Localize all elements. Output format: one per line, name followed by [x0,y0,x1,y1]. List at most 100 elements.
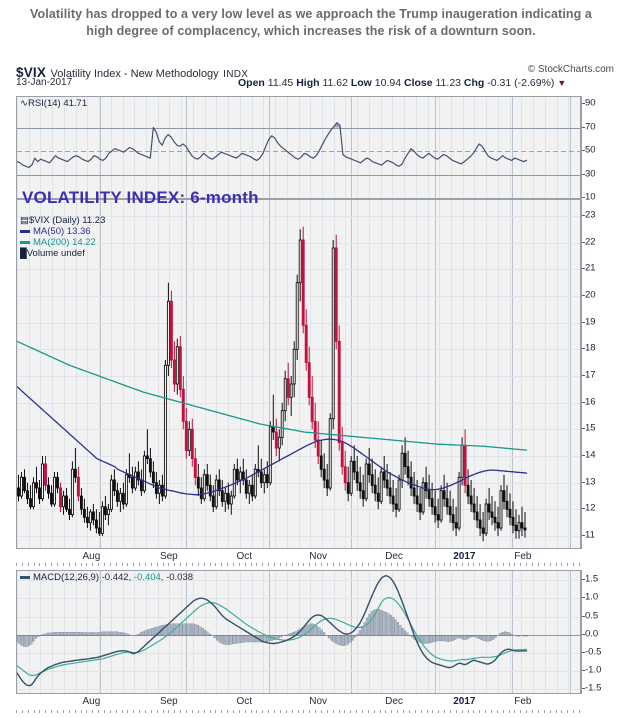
axis-tick-dot [556,710,557,713]
axis-tick-dot [491,710,492,713]
symbol-name: Volatility Index - New Methodology [50,68,219,80]
axis-tick-dot [104,563,105,566]
axis-tick-dot [303,563,304,566]
axis-tick-dot [133,563,134,566]
axis-tick-dot [151,710,152,713]
axis-tick-dot [315,563,316,566]
axis-tick-dot [22,710,23,713]
axis-tick-dot [39,710,40,713]
rsi-wave-icon: ∿ [20,98,28,109]
axis-tick-mark [581,688,585,690]
axis-tick-dot [520,563,521,566]
axis-tick-dot [256,563,257,566]
axis-tick-dot [362,710,363,713]
low-value: 10.94 [374,77,402,89]
macd-y-axis: 1.5 1.0 0.5 0.0 -0.5 -1.0 -1.5 [581,570,615,694]
axis-tick-dot [468,563,469,566]
axis-tick-dot [151,563,152,566]
month-label: Feb [514,696,532,707]
macd-value-1: -0.442 [101,572,129,583]
axis-tick-dot [397,710,398,713]
axis-line [581,199,582,549]
axis-tick-dot [122,710,123,713]
axis-tick-mark [581,268,585,270]
axis-tick-dot [286,710,287,713]
axis-tick-dot [450,710,451,713]
ma50-swatch-icon [20,229,30,233]
axis-tick-dot [544,563,545,566]
axis-tick-dot [28,563,29,566]
axis-tick-label: 13 [585,476,596,488]
axis-tick-dot [391,563,392,566]
axis-tick-dot [298,710,299,713]
axis-tick-dot [421,563,422,566]
axis-tick-dot [251,710,252,713]
axis-tick-dot [368,563,369,566]
open-label: Open [238,77,265,89]
price-legend: ▤$VIX (Daily) 11.23 MA(50) 13.36 MA(200)… [20,215,105,259]
axis-tick-dot [550,710,551,713]
axis-tick-dot [81,563,82,566]
axis-tick-dot [385,563,386,566]
axis-tick-dot [104,710,105,713]
axis-tick-dot [456,710,457,713]
axis-tick-dot [286,563,287,566]
axis-tick-dot [462,710,463,713]
axis-tick-mark [581,295,585,296]
axis-tick-dot [321,563,322,566]
macd-sep-2: , [160,572,164,583]
axis-tick-dot [122,563,123,566]
price-plot-area [17,200,580,548]
axis-tick-dot [438,563,439,566]
axis-tick-dot [221,710,222,713]
chg-value: -0.31 (-2.69%) [487,77,555,89]
axis-tick-dot [198,563,199,566]
axis-tick-dot [532,710,533,713]
rsi-plot-area [17,97,580,198]
axis-tick-label: 1.0 [585,591,599,603]
axis-tick-dot [139,563,140,566]
axis-tick-dot [427,710,428,713]
axis-tick-dot [127,563,128,566]
axis-tick-dot [303,710,304,713]
macd-panel: MACD(12,26,9) -0.442, -0.404, -0.038 [16,570,581,694]
axis-tick-dot [573,563,574,566]
volume-bars-icon: █ [20,248,27,259]
axis-tick-mark [581,150,585,152]
axis-tick-mark [581,651,585,653]
axis-tick-dot [63,710,64,713]
axis-tick-dot [356,563,357,566]
axis-tick-mark [581,126,585,128]
axis-tick-mark [581,670,585,672]
close-label: Close [403,77,433,89]
axis-tick-dot [444,710,445,713]
axis-tick-dot [344,710,345,713]
axis-tick-dot [127,710,128,713]
axis-tick-dot [380,710,381,713]
axis-tick-dot [16,710,17,713]
axis-tick-mark [581,579,585,581]
axis-tick-dot [98,710,99,713]
axis-tick-dot [92,563,93,566]
price-y-axis: 23 22 21 20 19 18 17 16 15 14 13 12 11 [581,199,615,549]
axis-tick-dot [309,710,310,713]
axis-tick-dot [567,563,568,566]
ma200-swatch-icon [20,240,30,244]
axis-tick-dot [145,563,146,566]
axis-tick-dot [415,563,416,566]
axis-line [581,570,582,694]
axis-tick-dot [57,563,58,566]
symbol-ticker: $VIX [16,65,47,80]
axis-tick-dot [468,710,469,713]
axis-tick-dot [573,710,574,713]
legend-price-row: ▤$VIX (Daily) 11.23 [20,215,105,226]
axis-tick-dot [69,563,70,566]
axis-tick-dot [239,710,240,713]
axis-tick-dot [561,710,562,713]
macd-legend: MACD(12,26,9) -0.442, -0.404, -0.038 [20,572,193,583]
axis-tick-dot [298,563,299,566]
axis-tick-dot [456,563,457,566]
axis-tick-dot [385,710,386,713]
axis-tick-mark [581,197,585,198]
axis-tick-dot [538,563,539,566]
